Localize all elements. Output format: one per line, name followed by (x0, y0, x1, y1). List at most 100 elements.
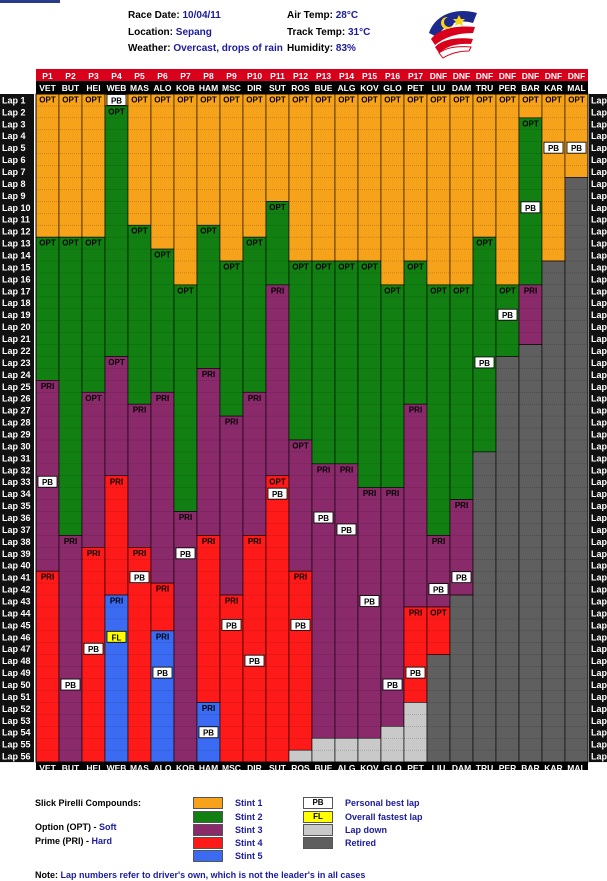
compound-label: OPT (177, 96, 194, 105)
lap-label-right: Lap 9 (591, 191, 607, 201)
driver-header-label: KOB (176, 83, 195, 93)
compound-label: OPT (246, 96, 263, 105)
stint-4-bar (265, 475, 290, 763)
personal-best-marker (221, 619, 242, 631)
legend-label-stint-4: Stint 4 (235, 838, 263, 848)
compound-label: OPT (131, 96, 148, 105)
lap-label-left: Lap 3 (2, 119, 26, 129)
stint-3-bar (127, 403, 152, 548)
stint-1-bar (81, 93, 106, 238)
lap-label-right: Lap 23 (591, 358, 607, 368)
compound-label: OPT (269, 96, 286, 105)
stint-2-bar (35, 236, 60, 381)
driver-footer-label: PET (407, 763, 424, 770)
stint-1-bar (196, 93, 221, 226)
driver-footer-label: BUE (315, 763, 333, 770)
personal-best-label: PB (387, 681, 398, 690)
lap-label-left: Lap 19 (2, 310, 31, 320)
stint-2-bar (357, 260, 382, 488)
compound-label: PRI (225, 597, 238, 606)
retired-bar (495, 356, 520, 763)
stint-3-bar (403, 403, 428, 608)
lap-label-left: Lap 41 (2, 573, 31, 583)
stint-3-bar (265, 284, 290, 477)
compound-label: PRI (317, 465, 330, 474)
compound-label: OPT (269, 203, 286, 212)
driver-footer-label: VET (39, 763, 56, 770)
lap-label-left: Lap 9 (2, 191, 26, 201)
compound-label: OPT (407, 263, 424, 272)
compound-label: PRI (41, 382, 54, 391)
compound-label: PRI (409, 608, 422, 617)
lap-label-right: Lap 27 (591, 406, 607, 416)
compound-label: PRI (64, 537, 77, 546)
lap-label-right: Lap 20 (591, 322, 607, 332)
personal-best-label: PB (134, 574, 145, 583)
lap-label-left: Lap 2 (2, 107, 26, 117)
position-header-label: P10 (247, 71, 262, 81)
lap-label-left: Lap 5 (2, 143, 26, 153)
stint-3-bar (357, 487, 382, 763)
lap-label-left: Lap 32 (2, 465, 31, 475)
stint-1-bar (265, 93, 290, 202)
personal-best-marker (60, 678, 81, 691)
race-date: Race Date: 10/04/11 (128, 10, 221, 21)
position-header-label: P7 (180, 71, 191, 81)
lap-label-left: Lap 50 (2, 680, 31, 690)
driver-header-label: ROS (291, 83, 310, 93)
lap-label-right: Lap 37 (591, 525, 607, 535)
stint-1-bar (357, 93, 382, 262)
compound-label: PRI (248, 537, 261, 546)
stint-4-bar (242, 535, 267, 763)
lap-label-right: Lap 55 (591, 740, 607, 750)
lap-label-right: Lap 54 (591, 728, 607, 738)
compound-label: PRI (202, 704, 215, 713)
lap-label-right: Lap 56 (591, 752, 607, 762)
stint-1-bar (541, 93, 566, 262)
driver-header-label: HAM (199, 83, 218, 93)
legend-swatch-retired (303, 837, 333, 849)
compound-label: OPT (522, 119, 539, 128)
position-header-label: P8 (203, 71, 214, 81)
compound-label: PRI (156, 632, 169, 641)
driver-header-label: HEI (86, 83, 100, 93)
compound-label: OPT (453, 96, 470, 105)
lap-label-right: Lap 50 (591, 680, 607, 690)
driver-footer-label: GLO (383, 763, 402, 770)
driver-header-label: PER (499, 83, 516, 93)
lap-label-left: Lap 15 (2, 262, 31, 272)
lap-label-right: Lap 49 (591, 668, 607, 678)
lap-label-left: Lap 44 (2, 608, 31, 618)
lap-label-right: Lap 17 (591, 286, 607, 296)
driver-footer-label: DIR (247, 763, 262, 770)
compound-label: PRI (294, 573, 307, 582)
lap-label-right: Lap 36 (591, 513, 607, 523)
compound-label: PRI (225, 418, 238, 427)
lap-label-left: Lap 18 (2, 298, 31, 308)
position-header-label: P17 (408, 71, 423, 81)
compound-label: OPT (131, 227, 148, 236)
personal-best-marker (290, 619, 311, 631)
retired-bar (541, 260, 566, 763)
driver-footer-label: ALG (338, 763, 356, 770)
lap-label-left: Lap 4 (2, 131, 26, 141)
stint-5-bar (150, 630, 175, 763)
stint-1-bar (403, 93, 428, 262)
legend-swatch-lap-down (303, 824, 333, 836)
stint-1-bar (35, 93, 60, 238)
lap-label-left: Lap 37 (2, 525, 31, 535)
compound-label: PRI (340, 465, 353, 474)
personal-best-marker (267, 487, 288, 500)
lap-label-left: Lap 8 (2, 179, 26, 189)
lap-label-right: Lap 13 (591, 239, 607, 249)
lap-label-right: Lap 29 (591, 429, 607, 439)
compound-label: PRI (432, 537, 445, 546)
compound-label: OPT (476, 239, 493, 248)
position-header-label: DNF (476, 71, 493, 81)
driver-footer-label: MAS (130, 763, 149, 770)
legend-badge-pb: PB (303, 797, 333, 809)
compound-label: OPT (246, 239, 263, 248)
personal-best-marker (129, 571, 150, 584)
lap-label-right: Lap 5 (591, 143, 607, 153)
driver-header-label: PET (407, 83, 424, 93)
